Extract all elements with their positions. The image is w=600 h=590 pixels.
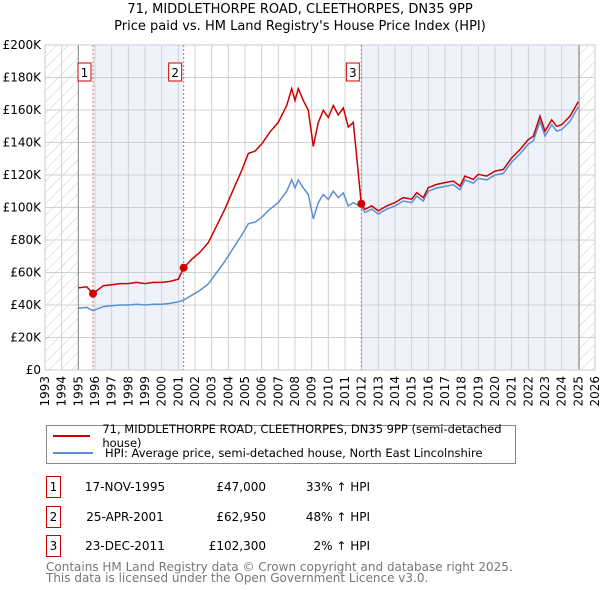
sale-marker-label: 2 [171,66,179,80]
x-tick-label: 2021 [505,376,519,407]
x-tick-label: 2005 [238,376,252,407]
sale-marker-box [345,62,360,82]
y-tick-label: £140K [3,136,43,150]
x-tick-label: 2000 [155,376,169,407]
x-tick-label: 2020 [488,376,502,407]
x-tick-label: 2015 [405,376,419,407]
x-tick-label: 2014 [388,376,402,407]
y-tick-label: £200K [3,38,43,52]
sale-marker-box [168,62,183,82]
sale-point [179,263,188,272]
x-tick-label: 2006 [255,376,269,407]
sale-price: £47,000 [216,480,266,494]
x-tick-label: 2026 [588,376,600,407]
y-tick-label: £0 [26,363,41,377]
y-tick-label: £20K [10,331,42,345]
sale-marker-label: 3 [349,66,357,80]
transaction-row: 3 23-DEC-2011 £102,300 2% ↑ HPI [0,535,600,557]
legend-swatch-red [53,435,91,437]
chart-title: 71, MIDDLETHORPE ROAD, CLEETHORPES, DN35… [127,2,473,17]
x-tick-label: 2001 [171,376,185,407]
x-tick-label: 2022 [521,376,535,407]
x-tick-label: 1999 [138,376,152,407]
sale-marker-label: 1 [46,476,61,498]
legend-label: 71, MIDDLETHORPE ROAD, CLEETHORPES, DN35… [102,422,502,450]
y-tick-label: £60K [10,266,42,280]
x-tick-label: 2012 [355,376,369,407]
sale-hpi-diff: 2% ↑ HPI [313,539,370,553]
x-tick-label: 1997 [105,376,119,407]
x-tick-label: 1996 [88,376,102,407]
property-price-line [78,85,579,295]
x-tick-label: 2023 [538,376,552,407]
x-tick-label: 1994 [55,376,69,407]
legend: 71, MIDDLETHORPE ROAD, CLEETHORPES, DN35… [46,422,516,464]
y-tick-label: £160K [3,103,43,117]
sale-hpi-diff: 33% ↑ HPI [305,480,370,494]
x-tick-label: 2002 [188,376,202,407]
x-tick-label: 2004 [221,376,235,407]
sale-marker-box [77,62,92,82]
x-tick-label: 2016 [421,376,435,407]
footer-licence: This data is licensed under the Open Gov… [46,571,429,585]
x-tick-label: 2010 [321,376,335,407]
x-tick-label: 2011 [338,376,352,407]
y-tick-label: £100K [3,201,43,215]
y-tick-label: £180K [3,71,43,85]
legend-label: HPI: Average price, semi-detached house,… [105,446,483,460]
sale-point [357,199,366,208]
sale-date: 25-APR-2001 [86,510,164,524]
y-tick-label: £40K [10,298,42,312]
transaction-row: 2 25-APR-2001 £62,950 48% ↑ HPI [0,506,600,528]
x-tick-label: 2018 [455,376,469,407]
footer-copyright: Contains HM Land Registry data © Crown c… [46,560,513,574]
legend-swatch-blue [53,452,93,454]
x-tick-label: 2009 [305,376,319,407]
x-tick-label: 2013 [371,376,385,407]
sale-hpi-diff: 48% ↑ HPI [305,510,370,524]
x-tick-label: 2017 [438,376,452,407]
x-tick-label: 2019 [471,376,485,407]
x-tick-label: 1993 [38,376,52,407]
legend-item-property: 71, MIDDLETHORPE ROAD, CLEETHORPES, DN35… [53,422,515,450]
y-tick-label: £120K [3,168,43,182]
sale-price: £102,300 [208,539,266,553]
sale-date: 23-DEC-2011 [85,539,165,553]
sale-date: 17-NOV-1995 [84,480,166,494]
sale-marker-label: 1 [81,66,89,80]
transaction-row: 1 17-NOV-1995 £47,000 33% ↑ HPI [0,476,600,498]
plot-border [44,44,596,371]
x-tick-label: 2024 [555,376,569,407]
sale-marker-label: 2 [46,506,61,528]
chart-subtitle: Price paid vs. HM Land Registry's House … [114,19,486,34]
sale-point [89,289,97,298]
sale-price: £62,950 [216,510,266,524]
x-tick-label: 2007 [271,376,285,407]
x-tick-label: 1995 [71,376,85,407]
sale-marker-label: 3 [46,535,61,557]
y-tick-label: £80K [10,233,42,247]
x-tick-label: 2025 [571,376,585,407]
legend-item-hpi: HPI: Average price, semi-detached house,… [53,445,483,461]
x-tick-label: 1998 [121,376,135,407]
hpi-line [78,106,579,312]
x-tick-label: 2003 [205,376,219,407]
x-tick-label: 2008 [288,376,302,407]
